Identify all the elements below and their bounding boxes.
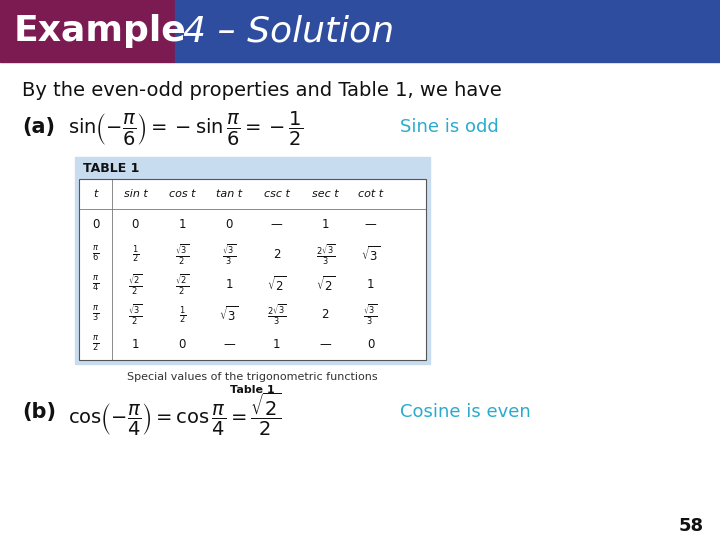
Text: —: — bbox=[271, 218, 283, 231]
Text: cos t: cos t bbox=[169, 189, 196, 199]
Text: $\frac{\sqrt{3}}{3}$: $\frac{\sqrt{3}}{3}$ bbox=[364, 302, 377, 327]
Text: t: t bbox=[94, 189, 98, 199]
Text: $\frac{\sqrt{3}}{2}$: $\frac{\sqrt{3}}{2}$ bbox=[175, 242, 189, 267]
Text: cot t: cot t bbox=[358, 189, 383, 199]
Bar bbox=[79, 179, 426, 360]
Text: (a): (a) bbox=[22, 117, 55, 137]
Text: $\frac{\pi}{6}$: $\frac{\pi}{6}$ bbox=[92, 245, 99, 264]
Text: —: — bbox=[364, 218, 377, 231]
Text: 1: 1 bbox=[273, 339, 281, 352]
Text: $\sqrt{3}$: $\sqrt{3}$ bbox=[361, 245, 380, 264]
Text: $\frac{\sqrt{3}}{2}$: $\frac{\sqrt{3}}{2}$ bbox=[128, 302, 143, 327]
Text: $\frac{2\sqrt{3}}{3}$: $\frac{2\sqrt{3}}{3}$ bbox=[267, 302, 287, 327]
Text: 1: 1 bbox=[322, 218, 329, 231]
Text: 1: 1 bbox=[132, 339, 139, 352]
Text: 0: 0 bbox=[91, 218, 99, 231]
Text: $\sqrt{2}$: $\sqrt{2}$ bbox=[316, 275, 335, 294]
Text: Sine is odd: Sine is odd bbox=[400, 118, 499, 136]
Text: $\cos\!\left(-\dfrac{\pi}{4}\right) = \cos\dfrac{\pi}{4} = \dfrac{\sqrt{2}}{2}$: $\cos\!\left(-\dfrac{\pi}{4}\right) = \c… bbox=[68, 390, 282, 437]
Text: sin t: sin t bbox=[124, 189, 148, 199]
Text: $\frac{\sqrt{2}}{2}$: $\frac{\sqrt{2}}{2}$ bbox=[128, 273, 143, 296]
Text: $\sqrt{3}$: $\sqrt{3}$ bbox=[220, 305, 239, 324]
Text: csc t: csc t bbox=[264, 189, 289, 199]
Bar bbox=[75, 157, 430, 364]
Text: 58: 58 bbox=[679, 517, 704, 535]
Bar bbox=[175, 0, 720, 62]
Text: 1: 1 bbox=[225, 278, 233, 291]
Text: (b): (b) bbox=[22, 402, 56, 422]
Text: 0: 0 bbox=[225, 218, 233, 231]
Text: Table 1: Table 1 bbox=[230, 385, 275, 395]
Text: —: — bbox=[320, 339, 331, 352]
Text: $\frac{\pi}{3}$: $\frac{\pi}{3}$ bbox=[92, 305, 99, 325]
Text: Example: Example bbox=[14, 14, 186, 48]
Text: tan t: tan t bbox=[216, 189, 242, 199]
Text: Special values of the trigonometric functions: Special values of the trigonometric func… bbox=[127, 372, 378, 382]
Bar bbox=[79, 179, 426, 360]
Text: $\frac{2\sqrt{3}}{3}$: $\frac{2\sqrt{3}}{3}$ bbox=[315, 242, 335, 267]
Text: $\frac{\pi}{2}$: $\frac{\pi}{2}$ bbox=[92, 335, 99, 354]
Text: 4 – Solution: 4 – Solution bbox=[183, 14, 394, 48]
Text: By the even-odd properties and Table 1, we have: By the even-odd properties and Table 1, … bbox=[22, 80, 502, 99]
Text: 1: 1 bbox=[179, 218, 186, 231]
Text: 2: 2 bbox=[273, 248, 281, 261]
Text: sec t: sec t bbox=[312, 189, 338, 199]
Text: $\sin\!\left(-\dfrac{\pi}{6}\right) = -\sin\dfrac{\pi}{6} = -\dfrac{1}{2}$: $\sin\!\left(-\dfrac{\pi}{6}\right) = -\… bbox=[68, 110, 303, 148]
Bar bbox=[0, 0, 175, 62]
Text: 1: 1 bbox=[366, 278, 374, 291]
Text: TABLE 1: TABLE 1 bbox=[83, 161, 140, 174]
Text: $\sqrt{2}$: $\sqrt{2}$ bbox=[267, 275, 287, 294]
Text: 0: 0 bbox=[132, 218, 139, 231]
Text: 0: 0 bbox=[366, 339, 374, 352]
Text: $\frac{1}{2}$: $\frac{1}{2}$ bbox=[179, 304, 186, 326]
Text: $\frac{\pi}{4}$: $\frac{\pi}{4}$ bbox=[92, 275, 99, 294]
Text: $\frac{\sqrt{3}}{3}$: $\frac{\sqrt{3}}{3}$ bbox=[222, 242, 236, 267]
Text: $\frac{1}{2}$: $\frac{1}{2}$ bbox=[132, 244, 139, 265]
Text: —: — bbox=[223, 339, 235, 352]
Text: $\frac{\sqrt{2}}{2}$: $\frac{\sqrt{2}}{2}$ bbox=[175, 273, 189, 296]
Text: 0: 0 bbox=[179, 339, 186, 352]
Text: 2: 2 bbox=[322, 308, 329, 321]
Text: Cosine is even: Cosine is even bbox=[400, 403, 531, 421]
